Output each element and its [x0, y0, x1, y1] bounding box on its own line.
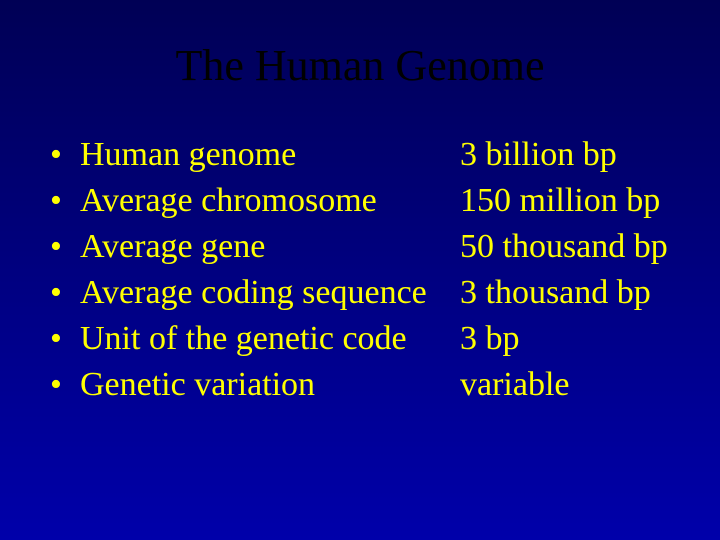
- item-value: 3 billion bp: [460, 136, 617, 174]
- item-label: Unit of the genetic code: [80, 320, 460, 358]
- item-label: Average chromosome: [80, 182, 460, 220]
- item-value: 3 bp: [460, 320, 520, 358]
- bullet-icon: •: [50, 136, 80, 174]
- item-label: Average gene: [80, 228, 460, 266]
- list-item: • Genetic variation variable: [50, 366, 680, 404]
- list-item: • Average chromosome 150 million bp: [50, 182, 680, 220]
- bullet-icon: •: [50, 320, 80, 358]
- bullet-icon: •: [50, 274, 80, 312]
- item-label: Human genome: [80, 136, 460, 174]
- slide-title: The Human Genome: [40, 40, 680, 91]
- bullet-icon: •: [50, 228, 80, 266]
- list-item: • Human genome 3 billion bp: [50, 136, 680, 174]
- bullet-icon: •: [50, 182, 80, 220]
- bullet-icon: •: [50, 366, 80, 404]
- item-value: 150 million bp: [460, 182, 660, 220]
- slide-content: • Human genome 3 billion bp • Average ch…: [40, 136, 680, 404]
- slide: The Human Genome • Human genome 3 billio…: [0, 0, 720, 540]
- item-value: 3 thousand bp: [460, 274, 651, 312]
- item-label: Average coding sequence: [80, 274, 460, 312]
- list-item: • Average gene 50 thousand bp: [50, 228, 680, 266]
- list-item: • Average coding sequence 3 thousand bp: [50, 274, 680, 312]
- item-value: variable: [460, 366, 570, 404]
- item-label: Genetic variation: [80, 366, 460, 404]
- list-item: • Unit of the genetic code 3 bp: [50, 320, 680, 358]
- item-value: 50 thousand bp: [460, 228, 668, 266]
